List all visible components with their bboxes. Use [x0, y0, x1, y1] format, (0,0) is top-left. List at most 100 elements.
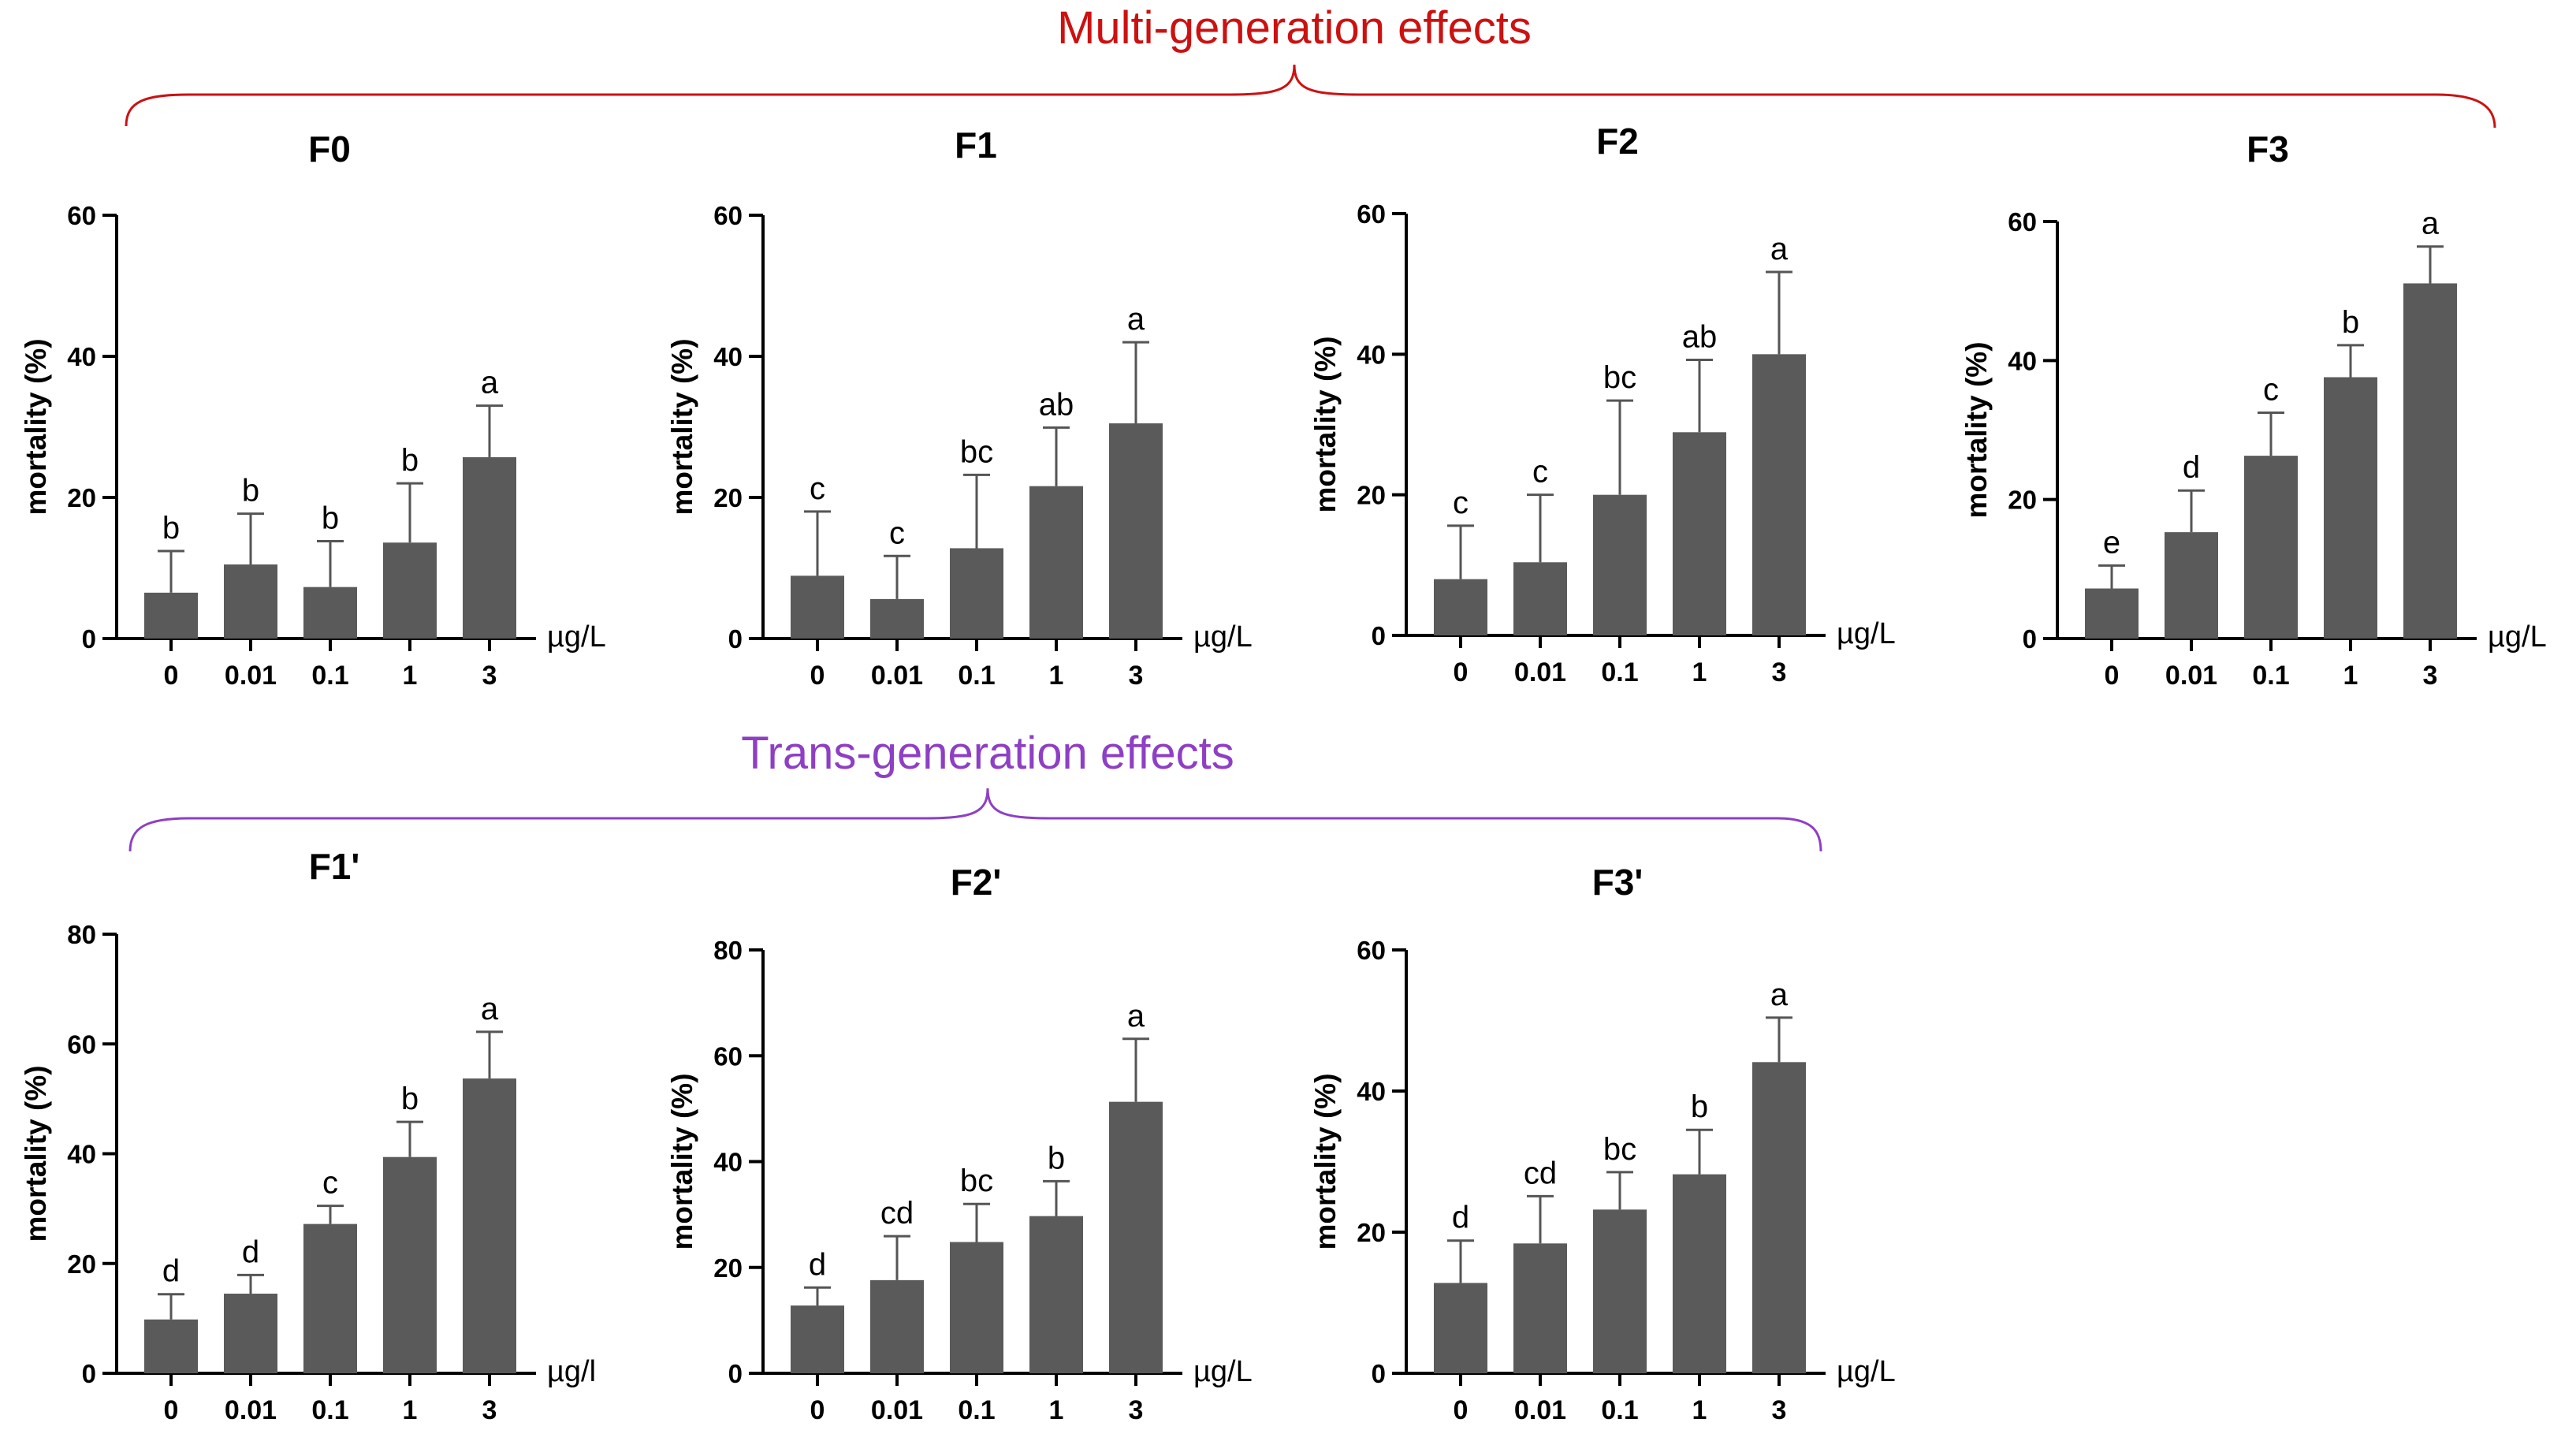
bar	[1593, 1209, 1647, 1373]
significance-letter: ab	[1682, 319, 1718, 354]
x-category-label: 0	[2105, 661, 2120, 691]
x-category-label: 0.01	[225, 661, 277, 691]
significance-letter: a	[481, 366, 499, 400]
x-category-label: 0.01	[1514, 1395, 1566, 1425]
significance-letter: a	[1770, 232, 1789, 266]
x-category-label: 0	[1454, 1395, 1469, 1425]
x-category-label: 0	[810, 661, 825, 691]
y-axis-label: mortality (%)	[20, 1065, 52, 1242]
y-tick-label: 20	[713, 483, 743, 512]
y-tick-label: 20	[713, 1253, 743, 1283]
significance-letter: b	[1048, 1141, 1065, 1175]
significance-letter: b	[322, 501, 339, 535]
significance-letter: b	[401, 443, 419, 478]
bar	[144, 592, 198, 639]
bar	[1513, 562, 1567, 635]
x-unit-label: µg/L	[1837, 1355, 1896, 1388]
significance-letter: a	[1770, 978, 1789, 1012]
significance-letter: c	[322, 1166, 338, 1201]
bar	[950, 1242, 1003, 1373]
x-category-label: 3	[482, 661, 497, 691]
significance-letter: cd	[1524, 1156, 1557, 1190]
y-tick-label: 20	[67, 1249, 96, 1279]
x-category-label: 1	[1692, 657, 1707, 687]
significance-letter: ab	[1039, 387, 1074, 422]
bar	[1434, 1283, 1487, 1373]
significance-letter: a	[1127, 302, 1145, 337]
x-category-label: 3	[1129, 661, 1144, 691]
x-category-label: 3	[1129, 1395, 1144, 1425]
panel-title: F3	[2247, 128, 2289, 169]
x-category-label: 3	[482, 1395, 497, 1425]
panel-title: F1'	[309, 846, 360, 887]
bar	[1513, 1243, 1567, 1373]
significance-letter: d	[2183, 450, 2200, 485]
significance-letter: c	[2263, 372, 2279, 407]
x-category-label: 3	[1772, 1395, 1787, 1425]
y-tick-label: 40	[67, 342, 96, 371]
bar	[2165, 532, 2218, 639]
x-category-label: 0	[164, 1395, 179, 1425]
x-unit-label: µg/L	[1193, 1355, 1253, 1388]
x-category-label: 0.1	[958, 1395, 995, 1425]
multi-generation-title: Multi-generation effects	[1057, 2, 1532, 54]
y-tick-label: 0	[728, 624, 743, 654]
y-tick-label: 80	[713, 936, 743, 965]
panel-title: F1	[955, 125, 997, 166]
chart-panel-f0: F0 mortality (%) 0 20 40 60 µg/L b 0 b 0.01 b 0.1 b 1 a…	[20, 128, 606, 691]
bar	[2244, 456, 2298, 639]
x-category-label: 1	[1049, 661, 1064, 691]
x-category-label: 1	[403, 661, 418, 691]
significance-letter: bc	[1603, 1132, 1636, 1167]
panel-title: F2'	[951, 862, 1002, 903]
chart-panel-f1-prime: F1' mortality (%) 0 20 40 60 80 µg/l d 0 d 0.01 c 0.1…	[20, 846, 596, 1425]
significance-letter: b	[242, 474, 259, 508]
y-tick-label: 60	[713, 1041, 743, 1071]
bar	[144, 1319, 198, 1373]
x-category-label: 0	[1454, 657, 1469, 687]
y-tick-label: 40	[2008, 346, 2037, 375]
x-category-label: 0.01	[1514, 657, 1566, 687]
x-category-label: 0	[164, 661, 179, 691]
y-tick-label: 60	[2008, 207, 2037, 236]
x-unit-label: µg/L	[1837, 617, 1896, 650]
multi-generation-brace	[125, 64, 2496, 128]
y-tick-label: 0	[1372, 621, 1386, 650]
significance-letter: d	[162, 1254, 180, 1289]
significance-letter: d	[242, 1235, 259, 1269]
bar	[1593, 494, 1647, 635]
x-category-label: 0.1	[311, 661, 348, 691]
bar	[463, 1078, 516, 1373]
significance-letter: b	[1691, 1089, 1708, 1124]
y-tick-label: 20	[1357, 1218, 1386, 1247]
y-tick-label: 80	[67, 920, 96, 949]
y-tick-label: 60	[713, 201, 743, 230]
x-unit-label: µg/L	[2488, 620, 2547, 654]
bar	[2403, 283, 2457, 639]
significance-letter: bc	[960, 434, 993, 469]
x-category-label: 0.01	[871, 661, 923, 691]
panel-title: F2	[1596, 121, 1639, 162]
x-category-label: 0.1	[1601, 657, 1638, 687]
chart-panel-f2-prime: F2' mortality (%) 0 20 40 60 80 µg/L d 0 cd 0.01 bc 0…	[666, 862, 1253, 1425]
bar	[870, 598, 924, 639]
bar	[383, 542, 437, 639]
bar	[1434, 579, 1487, 635]
y-tick-label: 60	[67, 1030, 96, 1059]
bar	[2324, 377, 2377, 639]
y-axis-label: mortality (%)	[666, 338, 698, 515]
x-category-label: 1	[403, 1395, 418, 1425]
significance-letter: b	[401, 1082, 419, 1116]
significance-letter: c	[1453, 486, 1469, 520]
y-tick-label: 60	[1357, 936, 1386, 965]
bar	[463, 456, 516, 639]
significance-letter: c	[1532, 455, 1548, 490]
y-tick-label: 20	[1357, 481, 1386, 510]
significance-letter: b	[162, 511, 180, 546]
y-tick-label: 0	[1372, 1359, 1386, 1388]
x-category-label: 0.1	[2252, 661, 2289, 691]
y-axis-label: mortality (%)	[1309, 336, 1342, 512]
bar	[1029, 1216, 1083, 1373]
bar	[1752, 1062, 1806, 1373]
y-tick-label: 20	[67, 483, 96, 512]
